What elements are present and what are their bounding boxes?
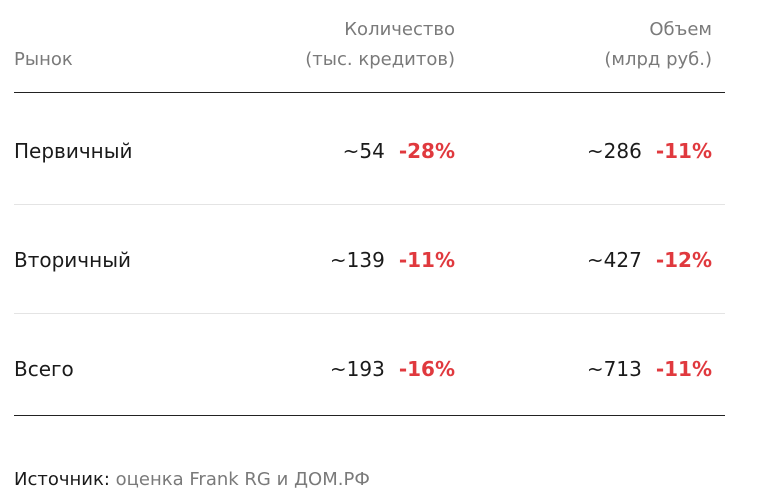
row-rule [14,204,725,205]
cell: ~54 -28% [343,136,455,166]
change: -11% [398,248,455,272]
value: ~193 [329,357,385,381]
cell: ~427 -12% [587,245,712,275]
source-text: оценка Frank RG и ДОМ.РФ [115,469,370,490]
value: ~713 [586,357,642,381]
row-label: Всего [14,357,74,381]
change: -11% [655,357,712,381]
header-cell: Рынок [14,49,73,70]
header-rule [14,92,725,93]
bottom-rule [14,415,725,416]
change: -16% [398,357,455,381]
value: ~54 [342,139,385,163]
cell: ~193 -16% [330,354,455,384]
row-label: Вторичный [14,248,131,272]
row-rule [14,313,725,314]
source: Источник: оценка Frank RG и ДОМ.РФ [14,465,370,495]
value: ~139 [329,248,385,272]
row-label: Первичный [14,139,133,163]
cell: ~713 -11% [587,354,712,384]
source-label: Источник: [14,469,110,490]
header-cell: (тыс. кредитов) [305,49,455,70]
cell: ~139 -11% [330,245,455,275]
cell: ~286 -11% [587,136,712,166]
change: -12% [655,248,712,272]
header-cell: Объем [649,19,712,40]
value: ~286 [586,139,642,163]
value: ~427 [586,248,642,272]
change: -28% [398,139,455,163]
header-cell: (млрд руб.) [604,49,712,70]
header-cell: Количество [344,19,455,40]
change: -11% [655,139,712,163]
